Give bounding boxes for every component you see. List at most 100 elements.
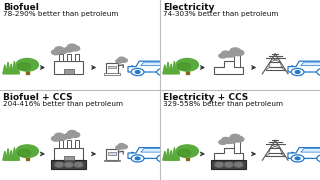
- Circle shape: [225, 53, 232, 57]
- Bar: [64, 69, 74, 74]
- Bar: [75, 54, 79, 61]
- Circle shape: [230, 134, 240, 140]
- Polygon shape: [12, 61, 16, 74]
- Circle shape: [118, 144, 125, 147]
- Circle shape: [176, 145, 198, 158]
- Polygon shape: [172, 148, 176, 160]
- Circle shape: [58, 135, 67, 140]
- Circle shape: [121, 58, 127, 62]
- Text: 78-290% better than petroleum: 78-290% better than petroleum: [3, 11, 119, 17]
- Polygon shape: [301, 148, 320, 152]
- Polygon shape: [166, 148, 170, 160]
- Circle shape: [118, 57, 125, 61]
- Polygon shape: [176, 65, 180, 74]
- Bar: [211, 160, 246, 169]
- Circle shape: [18, 149, 30, 157]
- Bar: [186, 156, 189, 160]
- Bar: [104, 73, 120, 75]
- Polygon shape: [169, 150, 173, 160]
- Bar: [59, 54, 63, 61]
- Circle shape: [234, 162, 243, 167]
- Polygon shape: [166, 62, 170, 74]
- Text: Electricity + CCS: Electricity + CCS: [163, 93, 248, 102]
- Polygon shape: [214, 61, 243, 74]
- Bar: [67, 140, 71, 148]
- Circle shape: [16, 145, 38, 158]
- Circle shape: [161, 71, 166, 73]
- Circle shape: [16, 58, 38, 71]
- Bar: [234, 54, 240, 67]
- Circle shape: [52, 136, 60, 141]
- Polygon shape: [9, 150, 13, 160]
- Polygon shape: [288, 148, 320, 158]
- Bar: [54, 148, 83, 160]
- Circle shape: [55, 133, 64, 138]
- Circle shape: [215, 162, 223, 167]
- Circle shape: [291, 155, 304, 162]
- Bar: [75, 140, 79, 148]
- Circle shape: [234, 50, 244, 56]
- Polygon shape: [163, 151, 167, 160]
- Bar: [64, 156, 74, 160]
- Circle shape: [222, 51, 229, 55]
- Polygon shape: [172, 61, 176, 74]
- Circle shape: [225, 162, 233, 167]
- Circle shape: [131, 155, 144, 162]
- Text: Biofuel: Biofuel: [3, 3, 39, 12]
- Polygon shape: [301, 62, 320, 66]
- Circle shape: [68, 44, 76, 49]
- Circle shape: [75, 162, 83, 167]
- Bar: [26, 69, 29, 74]
- Circle shape: [135, 71, 140, 73]
- Bar: [26, 156, 29, 160]
- Circle shape: [227, 138, 237, 143]
- Bar: [106, 149, 118, 160]
- Circle shape: [68, 130, 76, 136]
- Circle shape: [161, 157, 166, 160]
- Circle shape: [176, 58, 198, 71]
- Circle shape: [227, 51, 237, 57]
- Bar: [106, 63, 118, 74]
- Polygon shape: [128, 61, 173, 72]
- Polygon shape: [141, 62, 165, 66]
- Bar: [54, 61, 83, 74]
- Circle shape: [219, 54, 227, 58]
- Text: 329-558% better than petroleum: 329-558% better than petroleum: [163, 101, 283, 107]
- Circle shape: [18, 63, 30, 70]
- Circle shape: [317, 155, 320, 162]
- Circle shape: [295, 157, 300, 160]
- Circle shape: [55, 162, 63, 167]
- Polygon shape: [16, 65, 20, 74]
- Text: Biofuel + CCS: Biofuel + CCS: [3, 93, 73, 102]
- Circle shape: [317, 68, 320, 76]
- Bar: [59, 140, 63, 148]
- Circle shape: [135, 157, 140, 160]
- Text: 74-303% better than petroleum: 74-303% better than petroleum: [163, 11, 279, 17]
- Bar: [108, 152, 116, 155]
- Polygon shape: [288, 61, 320, 72]
- Polygon shape: [169, 64, 173, 74]
- Polygon shape: [6, 62, 10, 74]
- Polygon shape: [16, 151, 20, 160]
- Bar: [51, 160, 86, 169]
- Polygon shape: [9, 64, 13, 74]
- Circle shape: [157, 155, 170, 162]
- Circle shape: [71, 46, 80, 51]
- Circle shape: [116, 59, 123, 63]
- Bar: [104, 160, 120, 161]
- Polygon shape: [3, 151, 7, 160]
- Text: Electricity: Electricity: [163, 3, 215, 12]
- Circle shape: [295, 71, 300, 73]
- Circle shape: [58, 49, 67, 54]
- Circle shape: [225, 139, 232, 143]
- Bar: [108, 66, 116, 68]
- Polygon shape: [3, 65, 7, 74]
- Polygon shape: [6, 148, 10, 160]
- Circle shape: [131, 68, 144, 76]
- Circle shape: [222, 138, 229, 142]
- Polygon shape: [12, 148, 16, 160]
- Circle shape: [230, 48, 240, 54]
- Circle shape: [64, 47, 73, 52]
- Polygon shape: [214, 148, 243, 160]
- Text: 204-416% better than petroleum: 204-416% better than petroleum: [3, 101, 123, 107]
